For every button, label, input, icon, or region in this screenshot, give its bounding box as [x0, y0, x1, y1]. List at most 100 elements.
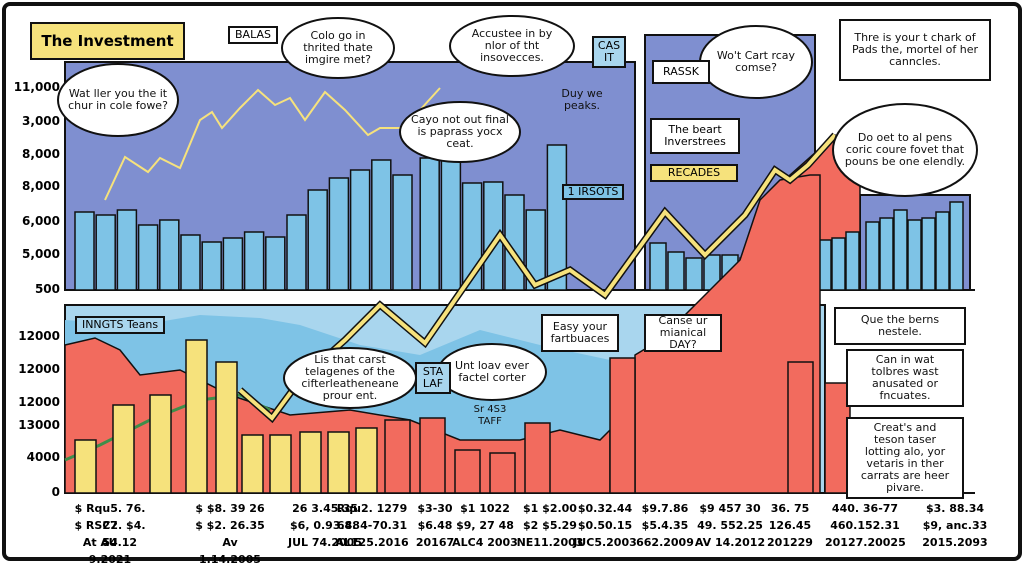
x-axis-label: 440. 36-77 — [831, 502, 899, 515]
bubble-text: Wo't Cart rcay comse? — [716, 49, 796, 74]
x-axis-label: $1 1022 — [460, 502, 510, 515]
bubble-text: Lis that carst telagenes of the cifterle… — [301, 353, 399, 402]
bubble-text: Can in wat tolbres wast anusated or fncu… — [871, 353, 939, 402]
bar — [74, 439, 97, 494]
bar — [907, 219, 922, 291]
x-axis-label: $1 $2.00 — [523, 502, 577, 515]
x-axis-label: $3-30 — [417, 502, 453, 515]
speech-bubble — [281, 17, 395, 79]
bar — [243, 231, 265, 291]
y-axis-label: 12000 — [18, 329, 60, 343]
x-axis-label: Av 1.14.2005 — [199, 536, 261, 563]
line — [104, 87, 441, 201]
bar — [787, 361, 814, 494]
x-axis-label: 36. 75 — [770, 502, 810, 515]
bar — [159, 219, 180, 291]
x-axis-label: $9.7.86 — [641, 502, 689, 515]
bar — [286, 214, 307, 291]
bar — [328, 177, 350, 291]
bar — [824, 382, 851, 494]
bar — [180, 234, 201, 291]
bar — [685, 257, 703, 291]
x-axis-label: $ Rqu5. 76. 27 — [74, 502, 146, 532]
bar — [74, 211, 95, 291]
bar — [215, 361, 238, 494]
x-axis-label: 20127.20025 — [825, 536, 906, 549]
bar — [349, 169, 371, 291]
bubble-text: Que the berns nestele. — [860, 313, 940, 338]
tag: Sr 4S3 TAFF — [473, 404, 507, 427]
bar — [241, 434, 264, 494]
y-axis-label: 11,000 — [13, 80, 60, 94]
bar — [116, 209, 138, 291]
title: The Investment — [30, 22, 185, 60]
bar — [137, 224, 159, 291]
x-axis-label: ALC4 2003 — [452, 536, 518, 549]
bar — [667, 251, 685, 291]
tag: BALAS — [228, 26, 278, 44]
bar — [649, 242, 667, 291]
y-axis-label: 8,000 — [22, 147, 60, 161]
bar — [269, 434, 292, 494]
tag: The beart Inverstrees — [650, 118, 740, 154]
x-axis-label: $3. 88.34 — [925, 502, 985, 515]
tag: CAS IT — [592, 36, 626, 68]
bubble-text: Wat ller you the it chur in cole fowe? — [68, 87, 168, 112]
y-axis-label: 8,000 — [22, 179, 60, 193]
bar — [384, 419, 411, 494]
bar — [949, 201, 964, 291]
bar — [95, 214, 116, 291]
y-axis-label: 12000 — [18, 362, 60, 376]
bar — [355, 427, 378, 494]
bar — [921, 217, 936, 291]
x-axis-label: Rqu2. 1279 — [336, 502, 408, 515]
x-axis-label: $9, anc.33 — [922, 519, 988, 532]
bar — [419, 157, 440, 291]
x-axis-label: 68. 4-70.31 — [336, 519, 408, 532]
x-axis-label: $ $8. 39 26 — [195, 502, 265, 515]
note-box — [846, 417, 964, 499]
bar — [454, 449, 481, 494]
bar — [524, 422, 551, 494]
bar — [185, 339, 208, 494]
tag: RECADES — [650, 164, 738, 182]
y-axis-label: 3,000 — [22, 114, 60, 128]
bar — [845, 231, 860, 291]
bar — [935, 211, 950, 291]
tag: 1 IRSOTS — [562, 184, 624, 200]
x-axis-label: At AU.12 9.2021 — [82, 536, 138, 563]
x-axis-label: $ RSC2. $4. 54 — [74, 519, 146, 549]
bubble-text: Do oet to al pens coric coure fovet that… — [844, 131, 966, 168]
x-axis-label: 49. 552.25 — [697, 519, 763, 532]
bubble-text: Unt loav ever factel corter — [455, 359, 529, 384]
bar — [831, 237, 846, 291]
y-axis-label: 0 — [51, 485, 60, 499]
x-axis-label: 2015.2093 — [922, 536, 988, 549]
x-axis-label: $ $2. 26.35 — [195, 519, 265, 532]
note-box — [839, 19, 991, 81]
note-box — [541, 314, 619, 352]
x-axis-label: AV 14.2012 — [694, 536, 766, 549]
x-axis-label: $5.4.35 — [641, 519, 689, 532]
x-axis-label: $6, 0.93.48 — [290, 519, 360, 532]
y-axis-label: 5,000 — [22, 247, 60, 261]
bar — [419, 417, 446, 494]
bar — [149, 394, 172, 494]
bar — [546, 144, 568, 291]
bar — [327, 431, 350, 494]
bubble-text: Colo go in thrited thate imgire met? — [303, 29, 373, 66]
bar — [222, 237, 244, 291]
note-box — [644, 314, 722, 352]
x-axis-label: AL125.2016 — [335, 536, 409, 549]
bar — [893, 209, 908, 291]
bubble-text: Thre is your t chark of Pads the, mortel… — [851, 31, 979, 68]
bar — [879, 217, 894, 291]
x-axis-label: 26 3.45.35 — [292, 502, 358, 515]
speech-bubble — [449, 15, 575, 77]
x-axis-label: $9 457 30 — [699, 502, 761, 515]
bar — [201, 241, 222, 291]
bar — [265, 236, 286, 291]
bar — [299, 431, 322, 494]
